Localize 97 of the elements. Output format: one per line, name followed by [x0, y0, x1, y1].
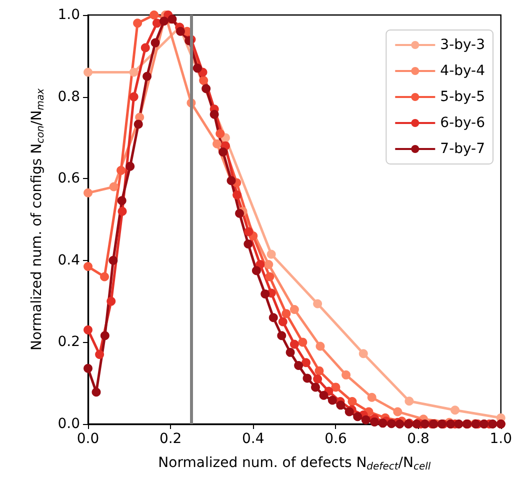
point — [118, 206, 127, 216]
point — [252, 266, 261, 276]
y-tick-label: 0.4 — [58, 252, 80, 268]
point — [150, 38, 160, 48]
point — [134, 120, 143, 129]
point — [260, 289, 270, 298]
point — [264, 260, 274, 269]
legend-label: 7-by-7 — [440, 141, 485, 157]
point — [358, 349, 368, 358]
point — [290, 340, 299, 349]
point — [302, 374, 312, 383]
point — [294, 361, 304, 370]
legend-label: 3-by-3 — [440, 37, 485, 53]
point — [116, 166, 126, 175]
point — [218, 148, 228, 157]
point — [129, 92, 138, 102]
point — [290, 304, 299, 314]
point — [84, 325, 92, 334]
point — [84, 188, 92, 198]
point — [282, 309, 291, 318]
point — [367, 392, 376, 402]
point — [353, 412, 362, 422]
point — [328, 396, 337, 405]
point — [404, 396, 414, 406]
y-tick-label: 0.0 — [58, 416, 80, 432]
point — [199, 76, 208, 85]
point — [150, 10, 159, 20]
point — [244, 227, 254, 236]
point — [311, 382, 320, 392]
point — [117, 196, 126, 206]
point — [106, 296, 116, 306]
point — [232, 190, 242, 200]
point — [313, 374, 322, 384]
point — [202, 84, 211, 94]
point — [386, 419, 396, 428]
x-tick-label: 0.8 — [407, 431, 430, 447]
y-tick-label: 0.2 — [58, 334, 80, 350]
point — [370, 417, 380, 426]
point — [212, 139, 222, 148]
point — [286, 348, 295, 357]
point — [393, 407, 402, 416]
x-tick-label: 0.2 — [159, 431, 182, 447]
point — [336, 400, 346, 410]
point — [176, 26, 185, 36]
point — [298, 338, 308, 347]
legend-label: 4-by-4 — [440, 63, 486, 79]
point — [344, 407, 354, 416]
point — [266, 250, 276, 259]
y-axis-title: Normalized num. of configs Ncon/Nmax — [29, 88, 46, 351]
point — [108, 256, 118, 265]
point — [265, 272, 274, 282]
point — [348, 397, 357, 406]
point — [129, 68, 138, 77]
point — [192, 64, 202, 73]
point — [244, 240, 253, 249]
point — [302, 358, 310, 368]
y-tick-label: 0.6 — [58, 170, 80, 187]
point — [109, 182, 118, 192]
x-tick-label: 1.0 — [490, 431, 512, 447]
y-tick-label: 1.0 — [58, 7, 80, 23]
point — [342, 370, 351, 380]
point — [84, 262, 92, 272]
point — [378, 418, 388, 428]
point — [159, 16, 168, 26]
point — [331, 382, 340, 392]
point — [84, 68, 92, 77]
point — [133, 18, 142, 28]
point — [95, 350, 104, 359]
point — [454, 420, 464, 428]
legend-label: 6-by-6 — [440, 115, 486, 131]
point — [92, 388, 101, 397]
point — [361, 415, 370, 424]
point — [420, 420, 430, 428]
x-tick-label: 0.4 — [242, 431, 264, 447]
point — [216, 129, 225, 138]
point — [140, 43, 150, 52]
point — [142, 72, 152, 81]
point — [268, 313, 278, 322]
point — [488, 420, 498, 428]
point — [235, 208, 244, 218]
point — [314, 366, 324, 376]
point — [313, 299, 322, 308]
y-tick-label: 0.8 — [58, 88, 80, 105]
x-tick-label: 0.6 — [324, 431, 347, 447]
point — [277, 331, 286, 340]
point — [100, 331, 110, 340]
point — [278, 317, 288, 326]
legend-label: 5-by-5 — [440, 89, 485, 105]
point — [316, 342, 325, 351]
point — [84, 364, 92, 373]
point — [210, 110, 219, 119]
point — [226, 176, 236, 186]
point — [319, 390, 328, 400]
point — [100, 272, 110, 282]
point — [126, 162, 135, 171]
point — [450, 406, 460, 415]
x-tick-label: 0.0 — [76, 431, 100, 447]
